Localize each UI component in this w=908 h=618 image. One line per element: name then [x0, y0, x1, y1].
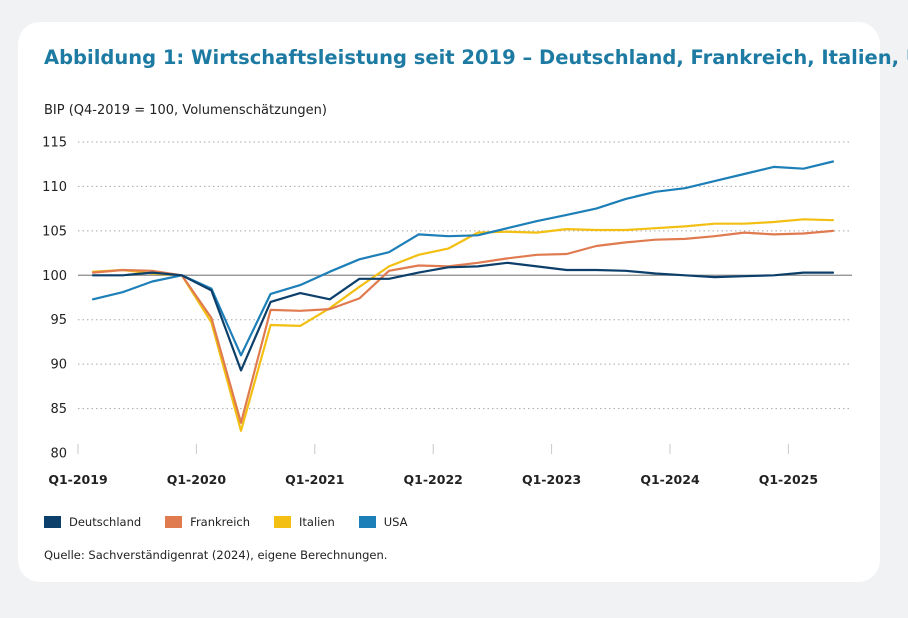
- series-line-italien: [91, 218, 835, 432]
- x-tick-label: Q1-2024: [640, 472, 700, 487]
- y-tick-label: 95: [50, 313, 67, 328]
- series-line-usa: [91, 160, 835, 357]
- series-lines: [91, 160, 835, 432]
- x-tick-label: Q1-2025: [759, 472, 818, 487]
- y-tick-label: 85: [50, 402, 67, 417]
- legend-item-frankreich: Frankreich: [165, 515, 250, 529]
- x-axis: Q1-2019 Q1-2020 Q1-2021 Q1-2022 Q1-2023 Q1-20…: [48, 444, 818, 487]
- chart-title: Abbildung 1: Wirtschaftsleistung seit 20…: [44, 46, 908, 69]
- series-line-deutschland: [91, 261, 835, 372]
- legend-swatch: [44, 516, 61, 528]
- legend-label: Deutschland: [69, 515, 142, 529]
- x-tick-label: Q1-2023: [522, 472, 581, 487]
- legend-label: USA: [383, 515, 408, 529]
- source-note: Quelle: Sachverständigenrat (2024), eige…: [44, 548, 388, 562]
- legend-label: Italien: [299, 515, 335, 529]
- series-line-frankreich: [91, 229, 835, 424]
- x-tick-label: Q1-2020: [167, 472, 227, 487]
- legend-item-usa: USA: [358, 515, 408, 529]
- x-tick-label: Q1-2022: [404, 472, 463, 487]
- legend-swatch: [358, 516, 376, 528]
- legend-swatch: [274, 516, 292, 528]
- legend-swatch: [165, 516, 183, 528]
- y-axis-ticks: 80 85 90 95 100 105 110 115: [42, 136, 67, 462]
- legend: Deutschland Frankreich Italien USA: [44, 515, 432, 529]
- y-axis-label: BIP (Q4-2019 = 100, Volumenschätzungen): [44, 103, 327, 118]
- y-tick-label: 105: [42, 224, 67, 239]
- y-tick-label: 90: [50, 358, 67, 373]
- y-tick-label: 80: [50, 447, 67, 462]
- legend-item-italien: Italien: [274, 515, 335, 529]
- y-tick-label: 110: [42, 180, 67, 195]
- y-tick-label: 115: [42, 136, 67, 151]
- legend-item-deutschland: Deutschland: [44, 515, 141, 529]
- x-tick-label: Q1-2021: [285, 472, 344, 487]
- gridlines: [78, 141, 852, 410]
- y-tick-label: 100: [42, 269, 67, 284]
- chart-card: [18, 22, 880, 582]
- x-tick-label: Q1-2019: [48, 472, 107, 487]
- legend-label: Frankreich: [190, 515, 251, 529]
